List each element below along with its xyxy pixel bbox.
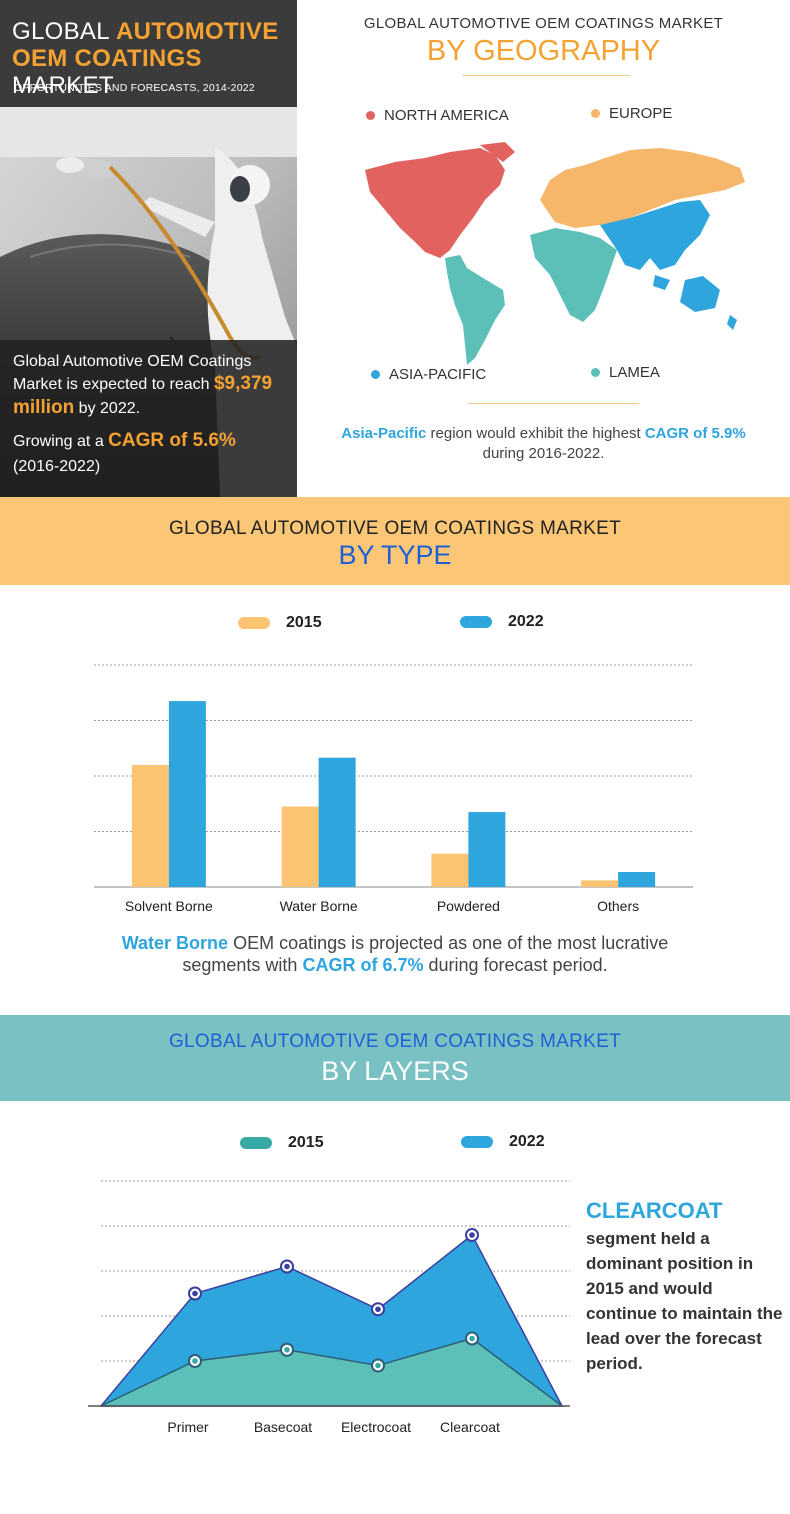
legend-swatch-icon <box>240 1137 272 1149</box>
point-inner <box>375 1362 381 1369</box>
geography-title: GLOBAL AUTOMOTIVE OEM COATINGS MARKET <box>363 15 724 32</box>
legend-north-america: NORTH AMERICA <box>366 107 509 124</box>
market-unit: million <box>13 397 75 418</box>
market-cagr: CAGR of 5.6% <box>108 430 236 451</box>
legend-dot-icon <box>591 368 600 377</box>
hero-header: GLOBAL AUTOMOTIVE OEM COATINGS MARKET OP… <box>0 0 297 107</box>
map-asia-pacific <box>600 200 710 270</box>
type-note-text3: during forecast period. <box>423 955 608 975</box>
hero-caption-line1: Global Automotive OEM Coatings <box>13 353 252 370</box>
map-south-america <box>445 255 505 365</box>
market-value: $9,379 <box>213 373 273 394</box>
legend-label: 2022 <box>508 613 544 630</box>
layers-title: GLOBAL AUTOMOTIVE OEM COATINGS MARKET <box>168 1031 622 1052</box>
legend-label: 2015 <box>286 614 322 631</box>
point-inner <box>284 1263 290 1270</box>
type-bar-chart: Solvent Borne Water Borne Powdered Others <box>94 664 693 914</box>
point-inner <box>375 1306 381 1313</box>
hero-caption-line4: Growing at a CAGR of 5.6% <box>13 431 236 452</box>
x-tick-label: Basecoat <box>254 1419 312 1435</box>
caption-growing-text: Growing at a <box>13 433 109 450</box>
x-tick-label: Primer <box>167 1419 209 1435</box>
world-map <box>365 142 745 365</box>
layers-area-chart: Primer Basecoat Electrocoat Clearcoat <box>88 1180 570 1435</box>
caption-reach-text: Market is expected to reach <box>13 376 214 393</box>
map-europe <box>540 148 745 228</box>
bar-2015-water-borne <box>281 806 319 887</box>
hero-caption-line3: million by 2022. <box>13 398 140 419</box>
legend-dot-icon <box>366 111 375 120</box>
type-note-cagr: CAGR of 6.7% <box>302 955 424 975</box>
type-legend-2022: 2022 <box>460 613 544 631</box>
legend-dot-icon <box>591 109 600 118</box>
map-north-america <box>365 148 505 258</box>
geo-note-period: during 2016-2022. <box>482 445 605 462</box>
hero-title-global: GLOBAL <box>12 18 116 45</box>
bar-2022-powdered <box>468 812 506 887</box>
layers-header-band <box>0 1015 790 1101</box>
x-tick-label: Water Borne <box>280 898 358 914</box>
geography-title-divider <box>462 75 630 76</box>
bar-2022-water-borne <box>318 757 356 887</box>
legend-swatch-icon <box>461 1136 493 1148</box>
legend-label: EUROPE <box>609 105 673 122</box>
legend-swatch-icon <box>238 617 270 629</box>
hero-title-oem: OEM COATINGS <box>12 45 202 72</box>
geography-note-divider <box>468 403 639 404</box>
bar-2015-others <box>581 880 619 887</box>
hero-caption-line5: (2016-2022) <box>13 458 101 475</box>
x-tick-label: Clearcoat <box>440 1419 500 1435</box>
legend-label: 2022 <box>509 1133 545 1150</box>
layers-note-body: segment held a dominant position in 2015… <box>586 1229 783 1373</box>
type-note-segment: Water Borne <box>121 933 229 953</box>
point-inner <box>469 1232 475 1238</box>
point-inner <box>469 1335 475 1342</box>
geo-note-region: Asia-Pacific <box>341 425 427 442</box>
x-tick-label: Powdered <box>437 898 500 914</box>
point-inner <box>192 1358 198 1364</box>
x-tick-label: Electrocoat <box>341 1419 411 1435</box>
point-inner <box>192 1290 198 1297</box>
hero-caption: Global Automotive OEM Coatings Market is… <box>0 340 297 497</box>
type-subtitle: BY TYPE <box>338 540 452 570</box>
hero-caption-line2: Market is expected to reach $9,379 <box>13 374 272 395</box>
type-title: GLOBAL AUTOMOTIVE OEM COATINGS MARKET <box>168 518 622 539</box>
geo-note-cagr: CAGR of 5.9% <box>644 425 746 442</box>
layers-legend-2015: 2015 <box>240 1134 324 1152</box>
legend-label: NORTH AMERICA <box>384 107 509 124</box>
legend-label: LAMEA <box>609 364 660 381</box>
type-note-text1: OEM coatings is projected as one of the … <box>228 933 669 953</box>
legend-asia-pacific: ASIA-PACIFIC <box>371 366 486 383</box>
legend-dot-icon <box>371 370 380 379</box>
map-africa <box>530 228 617 322</box>
geography-subtitle: BY GEOGRAPHY <box>426 35 661 67</box>
legend-label: ASIA-PACIFIC <box>389 366 487 383</box>
bar-2022-others <box>618 872 656 887</box>
layers-legend-2022: 2022 <box>461 1133 545 1151</box>
hero-title-automotive: AUTOMOTIVE <box>115 18 279 45</box>
bar-2022-solvent-borne <box>168 701 206 887</box>
bar-2015-solvent-borne <box>131 764 169 887</box>
legend-label: 2015 <box>288 1134 324 1151</box>
hero-title: GLOBAL AUTOMOTIVE OEM COATINGS MARKET <box>12 18 297 99</box>
geo-note-text: region would exhibit the highest <box>426 425 645 442</box>
hero-title-market: MARKET <box>12 72 114 99</box>
type-header-band <box>0 497 790 585</box>
hero-panel: GLOBAL AUTOMOTIVE OEM COATINGS MARKET OP… <box>0 0 297 497</box>
legend-lamea: LAMEA <box>591 364 660 381</box>
layers-subtitle: BY LAYERS <box>321 1056 469 1086</box>
point-inner <box>284 1346 290 1353</box>
type-note: Water Borne OEM coatings is projected as… <box>0 932 790 976</box>
layers-note-heading: CLEARCOAT <box>586 1198 723 1223</box>
geography-note: Asia-Pacific region would exhibit the hi… <box>297 424 790 464</box>
legend-europe: EUROPE <box>591 105 672 122</box>
legend-swatch-icon <box>460 616 492 628</box>
hero-subtitle: OPPORTUNITIES AND FORECASTS, 2014-2022 <box>14 82 255 94</box>
type-note-text2: segments with <box>182 955 303 975</box>
caption-year-text: by 2022. <box>74 400 141 417</box>
type-legend-2015: 2015 <box>238 614 322 632</box>
x-tick-label: Others <box>597 898 639 914</box>
x-tick-label: Solvent Borne <box>125 898 213 914</box>
bar-2015-powdered <box>431 853 469 887</box>
